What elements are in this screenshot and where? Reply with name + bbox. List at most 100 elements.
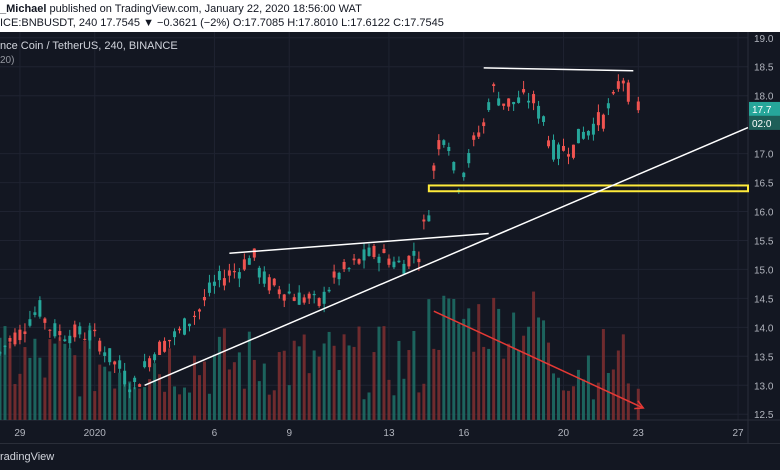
candle-body — [173, 331, 177, 338]
price-chart[interactable]: 19.0 18.5 18.0 17.0 16.5 16.0 15.5 15.0 14.5 14.0… — [0, 32, 780, 443]
volume-bar — [93, 391, 97, 420]
volume-bar — [342, 334, 346, 420]
candle-body — [462, 172, 466, 178]
candle-body — [442, 140, 446, 145]
candle-body — [337, 272, 341, 280]
candle-body — [616, 81, 620, 89]
candle-body — [591, 123, 595, 135]
volume-bar — [297, 346, 301, 420]
volume-bar — [442, 295, 446, 420]
y-tick-label: 14.0 — [754, 323, 774, 334]
tradingview-brand: radingView — [0, 451, 55, 463]
volume-bar — [58, 337, 62, 420]
volume-bar — [432, 348, 436, 420]
x-tick-label: 2020 — [84, 428, 107, 439]
chart-background — [0, 32, 780, 443]
volume-bar — [452, 298, 456, 420]
chart-area[interactable]: 19.0 18.5 18.0 17.0 16.5 16.0 15.5 15.0 14.5 14.0… — [0, 32, 780, 443]
candle-body — [322, 291, 326, 304]
volume-bar — [53, 343, 57, 420]
candle-body — [277, 289, 281, 295]
volume-bar — [23, 347, 27, 420]
candle-body — [412, 250, 416, 256]
x-tick-label: 6 — [212, 428, 218, 439]
candle-body — [3, 345, 7, 348]
candle-body — [237, 272, 241, 279]
candle-body — [118, 360, 122, 369]
candle-body — [227, 270, 231, 276]
volume-bar — [18, 373, 22, 420]
volume-bar — [163, 391, 167, 420]
y-tick-label: 18.5 — [754, 63, 774, 74]
volume-bar — [88, 325, 92, 420]
volume-bar — [586, 355, 590, 420]
volume-bar — [427, 299, 431, 420]
x-tick-label: 29 — [14, 428, 26, 439]
candle-body — [163, 340, 167, 352]
candle-body — [492, 84, 496, 86]
candle-body — [342, 261, 346, 270]
y-tick-label: 16.5 — [754, 179, 774, 190]
candle-body — [297, 292, 301, 305]
candle-body — [222, 278, 226, 286]
y-tick-label: 19.0 — [754, 34, 774, 45]
volume-bar — [113, 388, 117, 420]
candle-body — [212, 281, 216, 286]
candle-body — [282, 294, 286, 301]
volume-bar — [527, 326, 531, 420]
candle-body — [103, 352, 107, 356]
candle-body — [187, 323, 191, 327]
candle-body — [636, 101, 640, 111]
y-tick-label: 16.0 — [754, 208, 774, 219]
volume-bar — [437, 349, 441, 420]
candle-body — [507, 98, 511, 107]
volume-bar — [103, 366, 107, 420]
candle-body — [512, 101, 516, 105]
volume-bar — [487, 348, 491, 420]
volume-bar — [507, 343, 511, 420]
candle-body — [312, 293, 316, 296]
candle-body — [561, 145, 565, 151]
volume-bar — [352, 346, 356, 420]
volume-bar — [158, 374, 162, 420]
volume-bar — [412, 330, 416, 420]
volume-bar — [447, 298, 451, 420]
candle-body — [452, 162, 456, 171]
volume-bar — [482, 346, 486, 420]
volume-decline-arrow — [433, 310, 644, 409]
volume-bar — [292, 340, 296, 420]
candle-body — [247, 258, 251, 265]
volume-bar — [502, 358, 506, 420]
candle-body — [402, 263, 406, 274]
candle-body — [387, 258, 391, 265]
y-tick-label: 15.0 — [754, 265, 774, 276]
volume-bar — [457, 323, 461, 420]
candle-body — [407, 255, 411, 267]
candle-body — [133, 377, 137, 383]
volume-bar — [566, 390, 570, 420]
volume-bar — [621, 334, 625, 420]
candle-body — [202, 296, 206, 301]
volume-bar — [212, 354, 216, 420]
volume-bar — [73, 355, 77, 420]
volume-bar — [217, 336, 221, 420]
volume-bar — [242, 388, 246, 420]
volume-bar — [277, 352, 281, 420]
candle-body — [586, 130, 590, 136]
candle-body — [487, 102, 491, 111]
candle-body — [262, 271, 266, 284]
y-tick-label: 12.5 — [754, 410, 774, 421]
candle-body — [138, 384, 142, 387]
volume-bar — [68, 348, 72, 420]
volume-bar — [362, 399, 366, 420]
volume-bar — [202, 361, 206, 420]
volume-bar — [153, 363, 157, 420]
volume-bar — [407, 350, 411, 420]
candle-body — [367, 247, 371, 256]
volume-bar — [148, 379, 152, 420]
candle-body — [397, 260, 401, 263]
volume-bar — [178, 394, 182, 420]
candle-body — [183, 318, 187, 335]
candle-body — [98, 340, 102, 352]
candle-body — [78, 326, 82, 335]
